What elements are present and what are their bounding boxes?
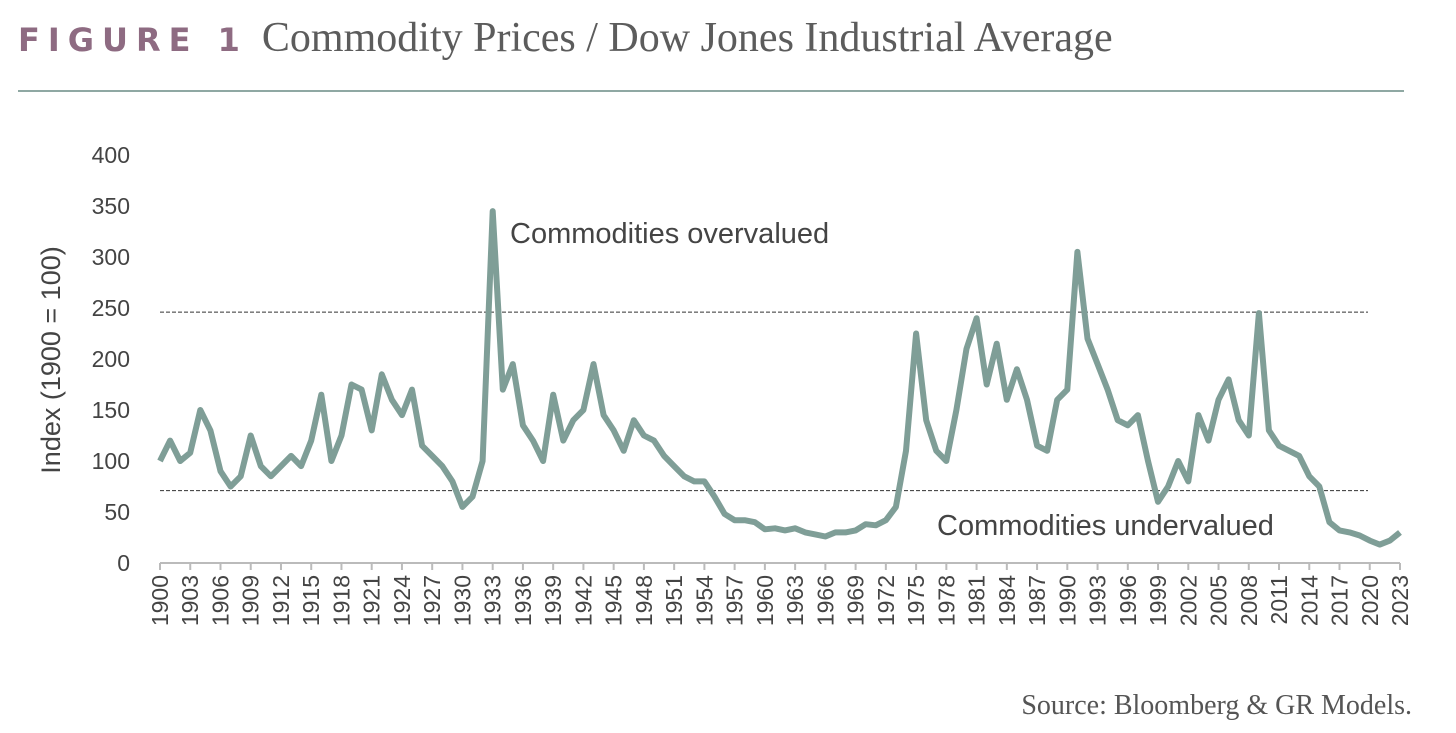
- data-line: [157, 208, 1402, 548]
- x-tick-label: 1906: [207, 575, 233, 626]
- x-tick-label: 1996: [1115, 575, 1141, 626]
- title-row: FIGURE 1 Commodity Prices / Dow Jones Ind…: [18, 14, 1113, 62]
- x-tick-label: 1957: [722, 575, 748, 626]
- x-tick-label: 1924: [389, 575, 415, 626]
- x-tick-label: 1936: [510, 575, 536, 626]
- y-tick-label: 200: [92, 346, 130, 372]
- x-tick-label: 1954: [691, 575, 717, 626]
- x-tick-label: 1981: [964, 575, 990, 626]
- x-tick-label: 1978: [933, 575, 959, 626]
- x-tick-label: 1912: [268, 575, 294, 626]
- y-tick-label: 100: [92, 448, 130, 474]
- x-tick-label: 1951: [661, 575, 687, 626]
- title-rule: [18, 90, 1404, 92]
- chart-title: Commodity Prices / Dow Jones Industrial …: [261, 15, 1113, 61]
- y-tick-label: 250: [92, 295, 130, 321]
- x-tick-label: 1990: [1054, 575, 1080, 626]
- y-tick-label: 350: [92, 193, 130, 219]
- x-tick-label: 1903: [177, 575, 203, 626]
- x-tick-label: 1966: [812, 575, 838, 626]
- x-tick-label: 1984: [994, 575, 1020, 626]
- x-tick-label: 1939: [540, 575, 566, 626]
- x-tick-label: 2020: [1357, 575, 1383, 626]
- x-tick-label: 1999: [1145, 575, 1171, 626]
- x-tick-label: 2008: [1236, 575, 1262, 626]
- source: Source: Bloomberg & GR Models.: [1021, 690, 1412, 721]
- x-tick-label: 1927: [419, 575, 445, 626]
- x-tick-label: 2011: [1266, 575, 1292, 624]
- x-tick-label: 2014: [1296, 575, 1322, 626]
- x-tick-label: 1930: [449, 575, 475, 626]
- y-tick-label: 0: [117, 550, 130, 576]
- x-tick-label: 2017: [1327, 575, 1353, 626]
- x-tick-label: 1987: [1024, 575, 1050, 626]
- x-tick-label: 1900: [147, 575, 173, 626]
- x-tick-label: 1915: [298, 575, 324, 626]
- x-tick-label: 1948: [631, 575, 657, 626]
- x-tick-label: 1960: [752, 575, 778, 626]
- x-tick-label: 1921: [359, 575, 385, 626]
- x-tick-label: 2002: [1175, 575, 1201, 626]
- x-tick-label: 1969: [843, 575, 869, 626]
- x-tick-label: 1909: [238, 575, 264, 626]
- x-tick-label: 2023: [1387, 575, 1413, 626]
- y-tick-label: 400: [92, 142, 130, 168]
- y-tick-label: 150: [92, 397, 130, 423]
- x-tick-label: 1918: [328, 575, 354, 626]
- y-tick-label: 50: [104, 499, 130, 525]
- annotation: Commodities overvalued: [510, 218, 829, 250]
- y-axis-label: Index (1900 = 100): [36, 246, 66, 473]
- annotation: Commodities undervalued: [937, 510, 1274, 542]
- x-tick-label: 2005: [1206, 575, 1232, 626]
- x-tick-label: 1963: [782, 575, 808, 626]
- x-tick-label: 1975: [903, 575, 929, 626]
- y-tick-label: 300: [92, 244, 130, 270]
- x-tick-label: 1933: [480, 575, 506, 626]
- x-tick-label: 1945: [601, 575, 627, 626]
- x-tick-label: 1942: [570, 575, 596, 626]
- x-tick-label: 1993: [1085, 575, 1111, 626]
- figure-label: FIGURE 1: [18, 21, 248, 59]
- x-tick-label: 1972: [873, 575, 899, 626]
